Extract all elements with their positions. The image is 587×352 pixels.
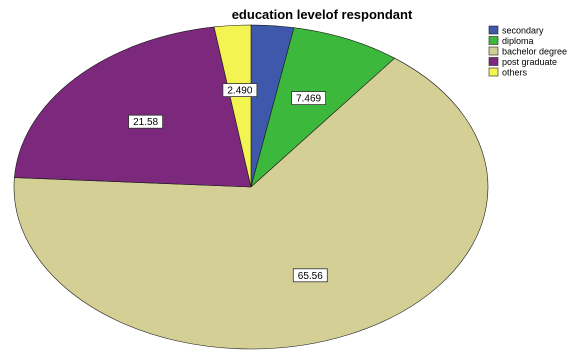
legend-item-diploma: diploma <box>488 36 534 46</box>
data-label-others: 2.490 <box>222 83 258 97</box>
legend-swatch <box>488 57 499 66</box>
pie-slice-bachelor-degree <box>13 57 489 350</box>
data-label-bachelor-degree: 65.56 <box>292 268 328 283</box>
data-labels: 7.469 65.56 21.58 2.490 <box>128 83 328 283</box>
svg-text:21.58: 21.58 <box>133 117 158 128</box>
legend-item-secondary: secondary <box>488 25 544 36</box>
pie-slice-post-graduate <box>14 26 252 188</box>
data-label-diploma: 7.469 <box>291 91 327 105</box>
legend-swatch <box>488 67 499 77</box>
legend-label: others <box>502 68 528 78</box>
legend-label: bachelor degree <box>502 47 567 57</box>
chart-title: education levelof respondant <box>232 7 413 22</box>
legend-item-others: others <box>488 67 528 78</box>
legend-swatch <box>488 36 499 45</box>
svg-text:65.56: 65.56 <box>298 271 323 282</box>
legend-label: diploma <box>502 36 534 46</box>
legend-swatch <box>488 25 499 35</box>
legend-label: secondary <box>502 26 544 36</box>
legend-label: post graduate <box>502 57 557 67</box>
legend-item-post-graduate: post graduate <box>488 57 557 67</box>
pie-slice-diploma <box>250 27 396 188</box>
svg-text:2.490: 2.490 <box>227 86 252 97</box>
data-label-post-graduate: 21.58 <box>128 114 164 129</box>
pie-slices <box>13 24 489 350</box>
pie-slice-others <box>213 24 252 188</box>
svg-text:7.469: 7.469 <box>296 94 321 105</box>
legend-swatch <box>488 46 499 56</box>
legend-item-bachelor-degree: bachelor degree <box>488 46 567 57</box>
